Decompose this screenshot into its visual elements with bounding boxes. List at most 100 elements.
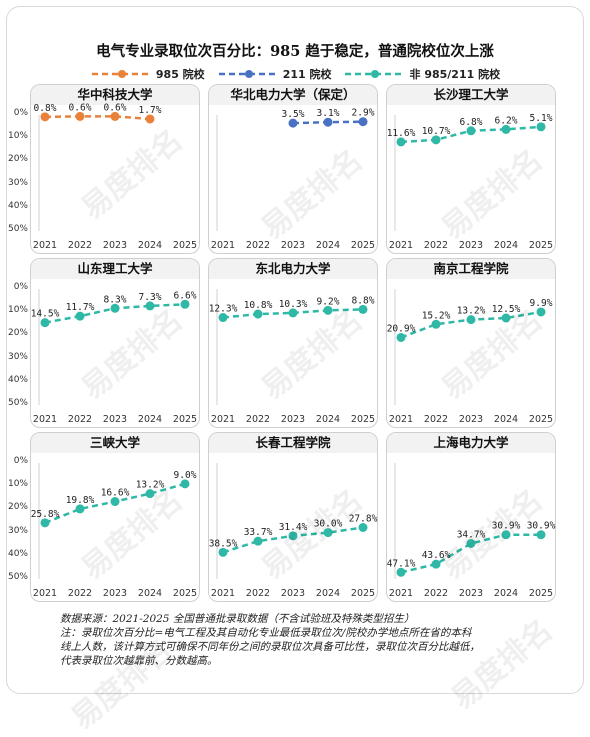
y-tick-label: 30%	[7, 177, 28, 188]
footnote-source: 数据来源：2021-2025 全国普通批录取数据（不含试验班及特殊类型招生）	[60, 613, 415, 625]
x-tick-label: 2021	[211, 414, 235, 425]
data-label: 11.6%	[387, 128, 416, 139]
y-tick-label: 30%	[7, 351, 28, 362]
x-tick-label: 2025	[529, 240, 553, 251]
data-point	[466, 539, 476, 549]
data-point	[501, 124, 511, 134]
y-tick-label: 10%	[7, 479, 28, 490]
data-point	[145, 114, 155, 124]
y-tick-label: 0%	[13, 282, 28, 292]
y-tick-label: 10%	[7, 305, 28, 316]
data-point	[501, 530, 511, 540]
data-point	[358, 522, 368, 532]
chart-panel-4: 东北电力大学 2021 2022 2023 2024 2025 12.3% 10.8% 10.3…	[208, 258, 378, 428]
y-tick-label: 20%	[7, 502, 28, 513]
legend-label-0: 985 院校	[155, 68, 205, 81]
data-label: 30.9%	[492, 521, 521, 532]
chart-title: 长春工程学院	[209, 433, 377, 453]
data-point	[288, 531, 298, 541]
chart-plot: 2021 2022 2023 2024 2025 20.9% 15.2% 13.2% 12.5%…	[387, 289, 553, 425]
data-label: 20.9%	[387, 323, 416, 334]
y-tick-label: 40%	[7, 374, 28, 385]
figure-title: 电气专业录取位次百分比：985 趋于稳定，普通院校位次上涨	[96, 43, 494, 60]
legend-swatch-1	[218, 70, 279, 78]
x-tick-label: 2021	[389, 240, 413, 251]
chart-panel-7: 长春工程学院 2021 2022 2023 2024 2025 38.5% 33.7% 31.4…	[208, 432, 378, 602]
series-line	[44, 115, 151, 121]
data-label: 38.5%	[209, 538, 238, 549]
data-point	[253, 309, 263, 319]
data-point	[75, 311, 85, 321]
data-label: 2.9%	[352, 108, 375, 119]
data-label: 6.8%	[460, 117, 483, 128]
data-point	[501, 313, 511, 323]
data-label: 33.7%	[244, 527, 273, 538]
data-label: 0.8%	[34, 103, 57, 114]
data-point	[110, 303, 120, 313]
footnote-note-3: 代表录取位次越靠前、分数越高。	[60, 655, 218, 667]
chart-plot: 2021 2022 2023 2024 2025 11.6% 10.7% 6.8% 6.2% 5.…	[387, 113, 553, 251]
data-point	[145, 489, 155, 499]
data-label: 13.2%	[136, 480, 165, 491]
data-label: 15.2%	[422, 310, 451, 321]
series-line	[400, 533, 541, 574]
chart-panel-8: 上海电力大学 2021 2022 2023 2024 2025 47.1% 43.6% 34.7…	[386, 432, 556, 602]
data-label: 14.5%	[31, 309, 60, 320]
x-tick-label: 2024	[138, 414, 162, 425]
data-point	[323, 117, 333, 127]
data-label: 3.1%	[317, 108, 340, 119]
chart-title: 华中科技大学	[31, 85, 199, 105]
x-tick-label: 2025	[173, 240, 197, 251]
chart-panel-5: 南京工程学院 2021 2022 2023 2024 2025 20.9% 15.2% 13.2…	[386, 258, 556, 428]
data-label: 47.1%	[387, 558, 416, 569]
x-tick-label: 2021	[33, 240, 57, 251]
data-point	[218, 547, 228, 557]
data-point	[431, 319, 441, 329]
data-label: 31.4%	[279, 522, 308, 533]
chart-panel-3: 山东理工大学 2021 2022 2023 2024 2025 14.5% 11.7% 8.3%…	[30, 258, 200, 428]
y-tick-label: 50%	[7, 224, 28, 234]
y-tick-label: 30%	[7, 525, 28, 536]
data-point	[75, 504, 85, 514]
data-point	[75, 111, 85, 121]
y-tick-label: 0%	[13, 456, 28, 466]
y-tick-label: 50%	[7, 572, 28, 582]
data-point	[466, 126, 476, 136]
y-tick-label: 20%	[7, 154, 28, 165]
data-label: 10.8%	[244, 300, 273, 311]
y-tick-label: 10%	[7, 131, 28, 142]
x-tick-label: 2022	[424, 414, 448, 425]
legend-label-1: 211 院校	[282, 68, 332, 81]
x-tick-label: 2023	[103, 414, 127, 425]
chart-panel-1: 华北电力大学（保定） 2021 2022 2023 2024 2025 3.5% 3.1% 2.…	[208, 84, 378, 254]
data-label: 16.6%	[101, 488, 130, 499]
data-label: 1.7%	[139, 105, 162, 116]
data-label: 0.6%	[104, 102, 127, 113]
data-point	[358, 304, 368, 314]
data-label: 6.2%	[495, 115, 518, 126]
data-point	[358, 117, 368, 127]
chart-title: 南京工程学院	[387, 259, 555, 279]
data-label: 10.3%	[279, 299, 308, 310]
data-point	[288, 308, 298, 318]
x-tick-label: 2022	[246, 414, 270, 425]
x-tick-label: 2023	[103, 588, 127, 599]
data-point	[396, 137, 406, 147]
y-tick-label: 20%	[7, 328, 28, 339]
data-point	[466, 315, 476, 325]
data-point	[40, 318, 50, 328]
data-label: 8.8%	[352, 295, 375, 306]
data-label: 27.8%	[349, 513, 378, 524]
data-label: 25.8%	[31, 509, 60, 520]
chart-plot: 2021 2022 2023 2024 2025 47.1% 43.6% 34.7% 30.9%…	[387, 463, 556, 599]
data-point	[536, 530, 546, 540]
footnote-note-1: 注：录取位次百分比=电气工程及其自动化专业最低录取位次/院校办学地点所在省的本科	[60, 627, 472, 639]
data-label: 10.7%	[422, 126, 451, 137]
x-tick-label: 2021	[389, 414, 413, 425]
chart-plot: 2021 2022 2023 2024 2025 12.3% 10.8% 10.3% 9.2% 8…	[209, 289, 375, 425]
legend-item-2: 非 985/211 院校	[343, 66, 500, 82]
x-tick-label: 2022	[68, 240, 92, 251]
x-tick-label: 2022	[424, 240, 448, 251]
x-tick-label: 2024	[316, 588, 340, 599]
data-point	[431, 135, 441, 145]
